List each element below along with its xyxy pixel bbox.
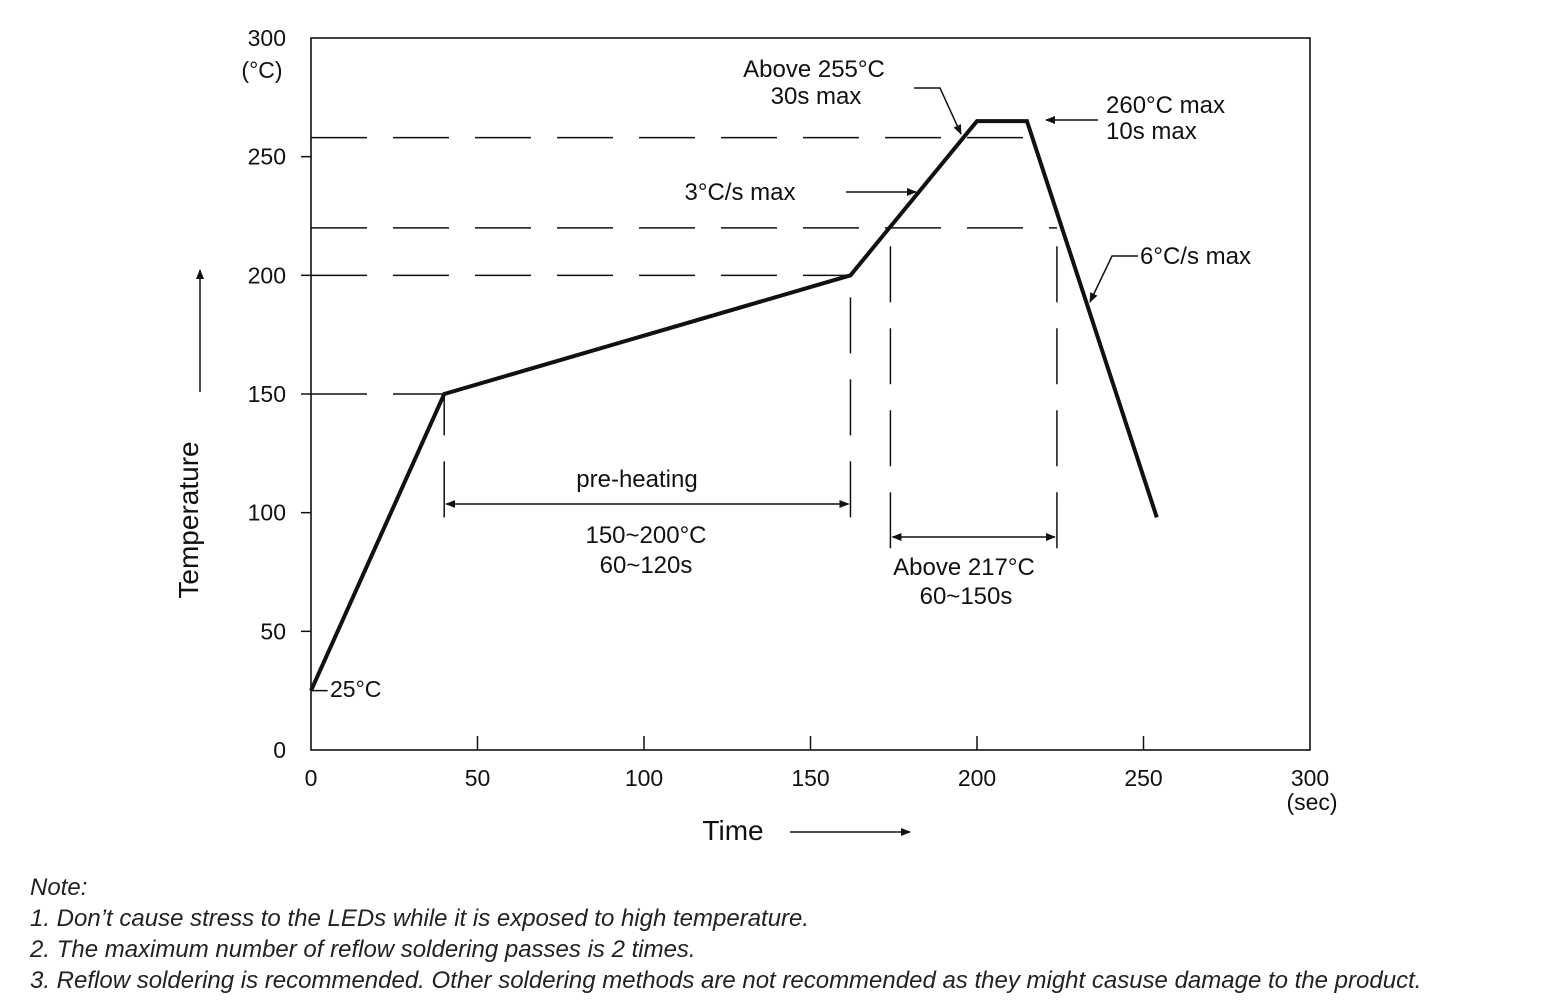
notes-block: Note: 1. Don’t cause stress to the LEDs … [30,872,1550,996]
profile-line [309,119,1159,692]
x-tick-label-100: 100 [625,765,663,791]
y-tick-label-50: 50 [260,618,286,644]
x-tick-label-50: 50 [465,765,491,791]
y-tick-label-200: 200 [248,262,286,288]
annotation-above217-time: 60~150s [920,583,1013,610]
y-tick-label-100: 100 [248,500,286,526]
y-axis-label: Temperature [173,441,204,598]
annotation-preheating-label: pre-heating [576,466,697,493]
annotation-preheating-time: 60~120s [600,552,693,579]
x-tick-label-200: 200 [958,765,996,791]
note-item-2: 2. The maximum number of reflow solderin… [30,936,696,963]
x-axis-label: Time [702,815,763,846]
y-tick-label-0: 0 [273,737,286,763]
above255-leader [914,87,962,135]
annotation-ramp-down: 6°C/s max [1140,243,1251,270]
annotation-peak-temp: 260°C max [1106,92,1225,119]
reflow-profile-chart: Temperature (°C) Time (sec) 25°C pre-hea… [173,25,1338,846]
annotation-start-temp: 25°C [330,676,381,702]
annotation-ramp-up: 3°C/s max [685,179,796,206]
annotation-above255-label: Above 255°C [743,56,885,83]
y-tick-label-300: 300 [248,25,286,51]
x-tick-label-150: 150 [791,765,829,791]
ramp-down-leader [1089,255,1138,303]
notes-heading: Note: [30,874,88,901]
annotation-preheating-range: 150~200°C [585,522,706,549]
x-tick-label-0: 0 [305,765,318,791]
annotation-peak-time: 10s max [1106,118,1197,145]
y-axis-unit: (°C) [241,57,282,83]
note-item-1: 1. Don’t cause stress to the LEDs while … [30,905,810,932]
y-tick-label-150: 150 [248,381,286,407]
annotation-above255-time: 30s max [771,83,862,110]
x-tick-label-250: 250 [1124,765,1162,791]
annotation-above217-label: Above 217°C [893,554,1035,581]
y-tick-label-250: 250 [248,144,286,170]
note-item-3: 3. Reflow soldering is recommended. Othe… [30,967,1422,994]
x-axis-unit: (sec) [1286,789,1337,815]
x-tick-label-300: 300 [1291,765,1329,791]
